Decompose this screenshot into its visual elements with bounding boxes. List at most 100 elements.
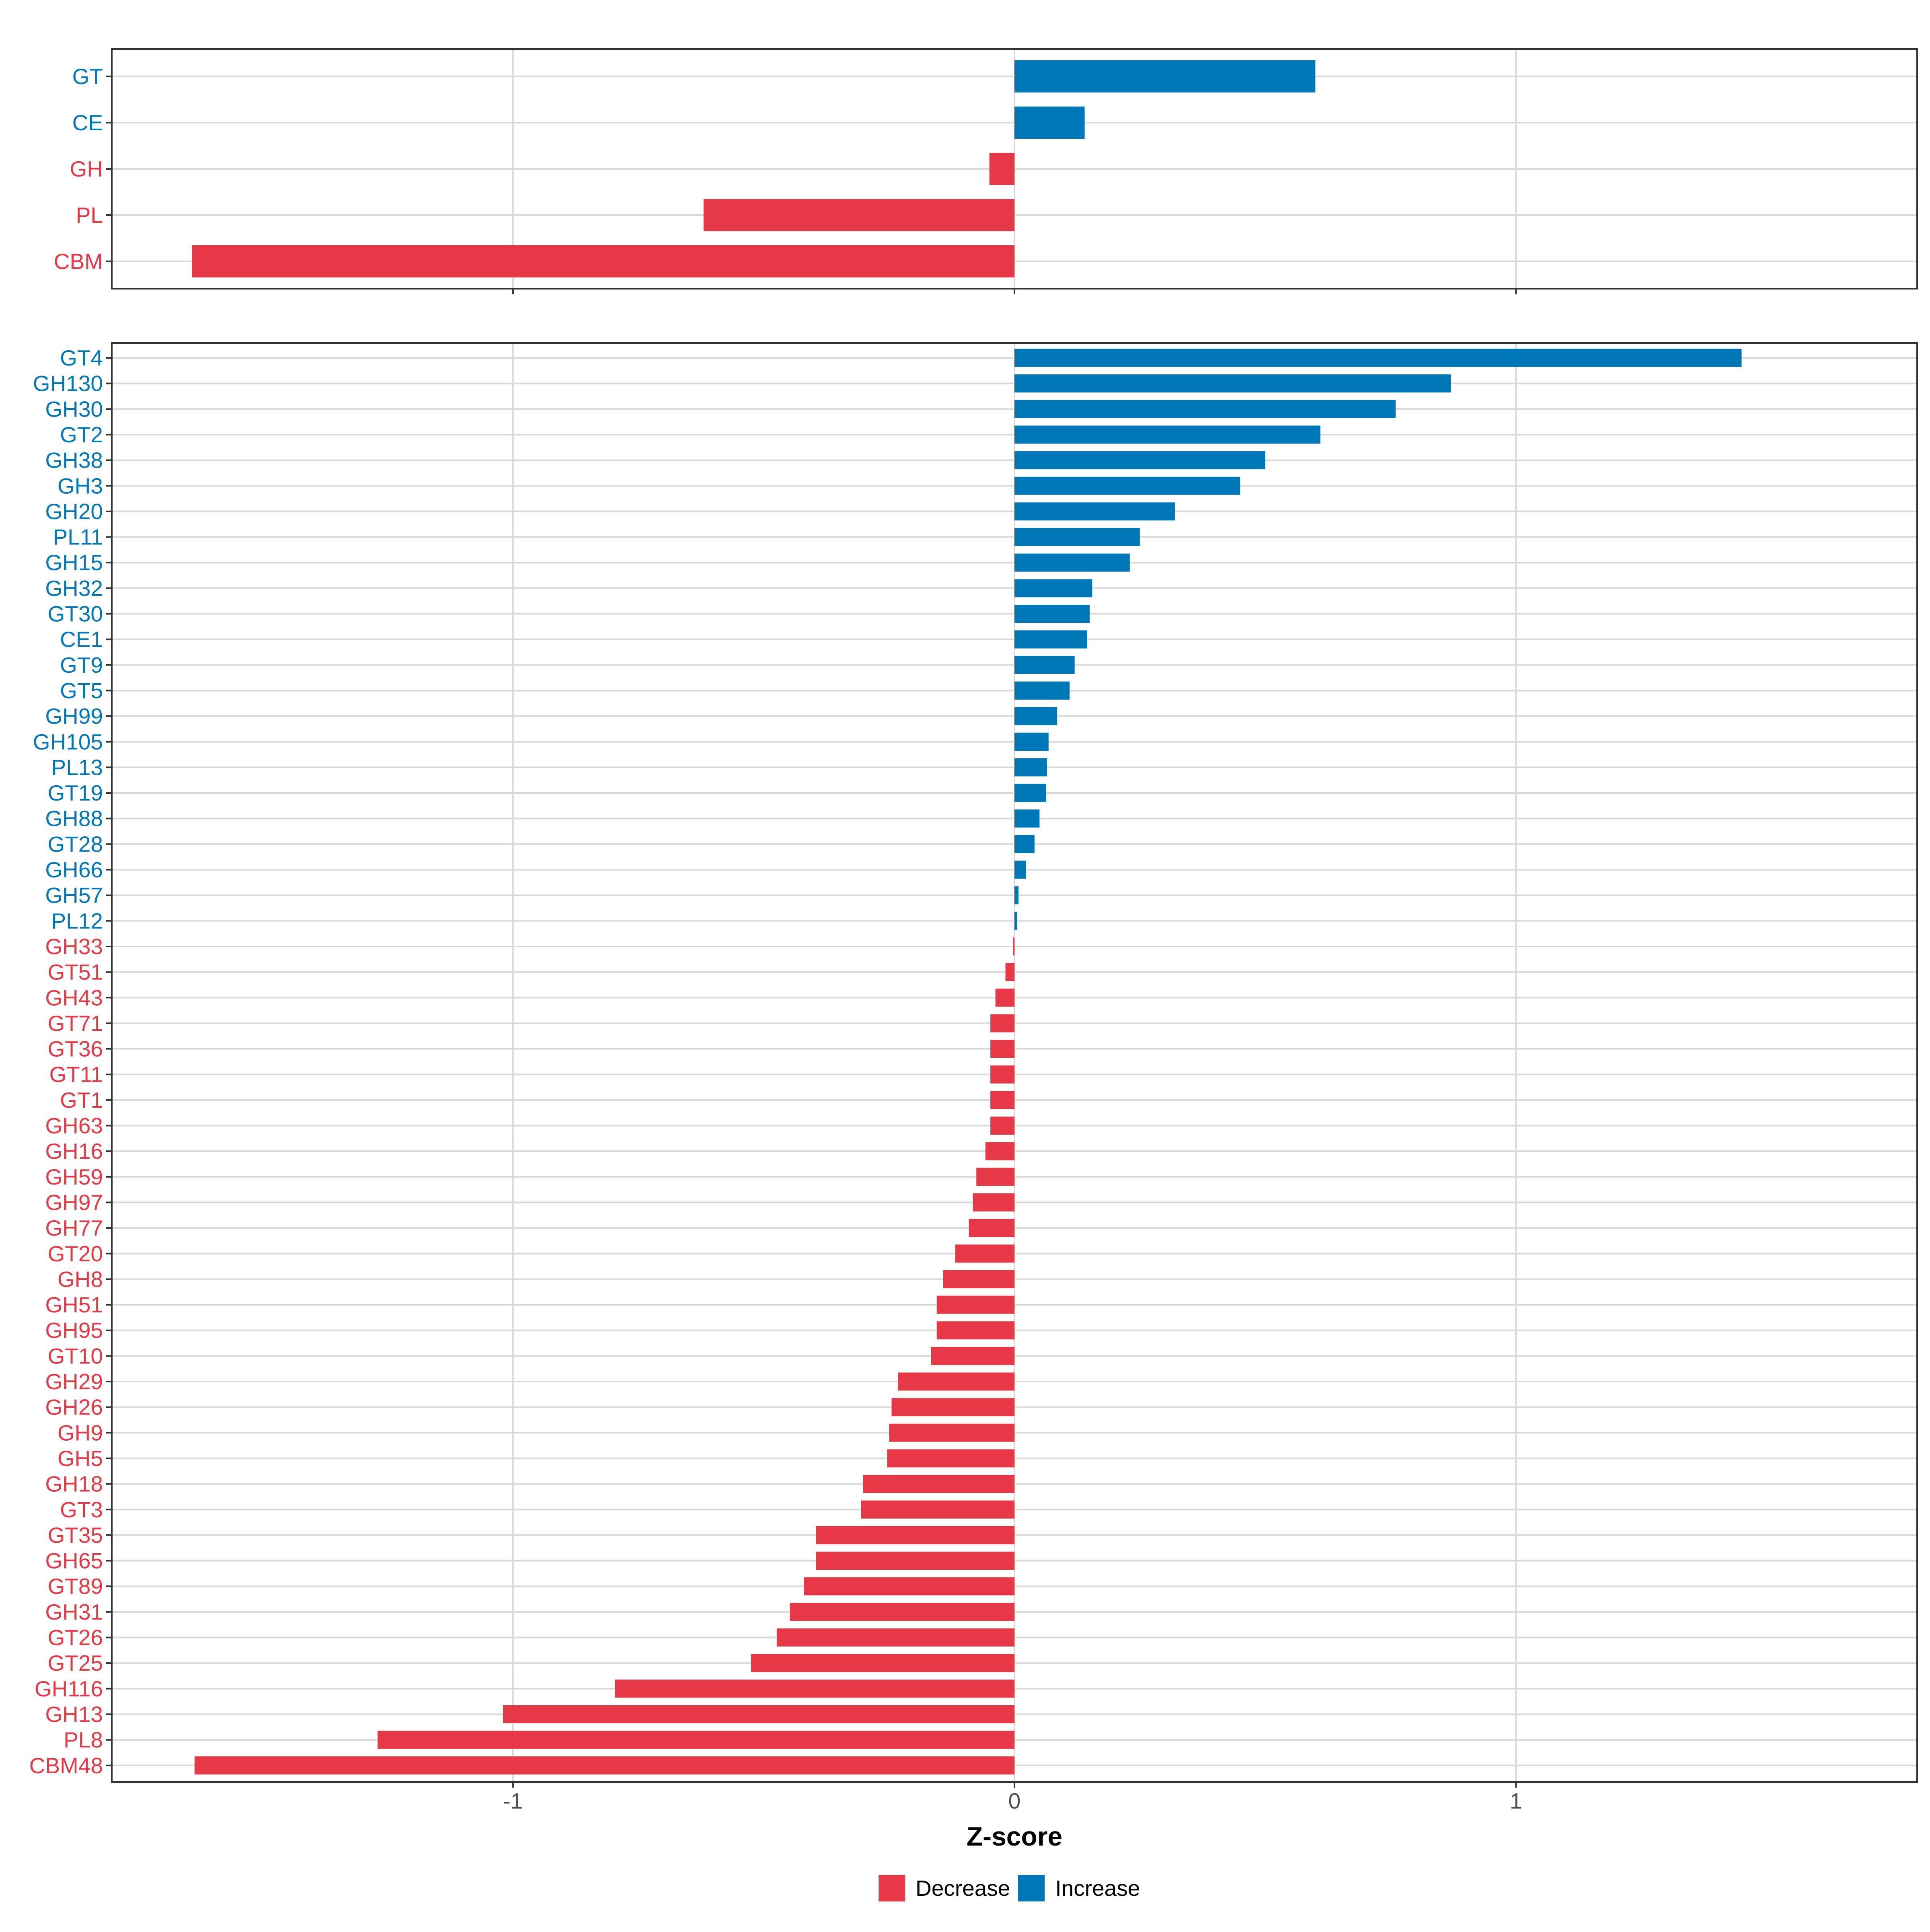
bar-gt35 <box>816 1526 1014 1544</box>
bar-pl11 <box>1014 528 1140 546</box>
bar-gh <box>989 153 1014 185</box>
bar-gt30 <box>1014 605 1090 623</box>
y-label-cbm48: CBM48 <box>29 1753 103 1778</box>
legend-label-decrease: Decrease <box>916 1876 1010 1901</box>
y-label-pl13: PL13 <box>51 755 103 780</box>
bar-gt89 <box>804 1577 1014 1595</box>
bar-pl12 <box>1014 912 1017 930</box>
bar-gt2 <box>1014 425 1320 444</box>
y-label-gh116: GH116 <box>35 1676 103 1701</box>
bar-gh32 <box>1014 579 1092 597</box>
bar-gt26 <box>776 1628 1014 1647</box>
y-label-gh: GH <box>70 156 103 181</box>
y-label-gh30: GH30 <box>45 396 103 421</box>
y-label-pl8: PL8 <box>64 1727 103 1752</box>
bar-gh97 <box>973 1193 1014 1211</box>
bar-gh88 <box>1014 809 1040 828</box>
bar-pl8 <box>378 1731 1014 1749</box>
bar-gh116 <box>614 1679 1014 1698</box>
y-label-gh63: GH63 <box>45 1113 103 1138</box>
bar-gt20 <box>955 1244 1014 1263</box>
y-label-gt3: GT3 <box>60 1497 103 1522</box>
y-label-pl12: PL12 <box>51 908 103 933</box>
x-tick-label: -1 <box>503 1788 523 1813</box>
y-label-gh97: GH97 <box>45 1190 103 1215</box>
y-label-gt71: GT71 <box>47 1011 103 1036</box>
y-label-gh16: GH16 <box>45 1139 103 1164</box>
bar-pl <box>703 199 1014 231</box>
y-label-gh5: GH5 <box>57 1446 103 1471</box>
y-label-gh20: GH20 <box>45 499 103 524</box>
y-label-gh29: GH29 <box>45 1369 103 1394</box>
y-label-gt28: GT28 <box>47 832 103 856</box>
y-label-ce1: CE1 <box>60 627 103 652</box>
y-label-gt11: GT11 <box>49 1062 103 1087</box>
legend-item-increase: Increase <box>1018 1875 1140 1901</box>
legend-label-increase: Increase <box>1055 1876 1140 1901</box>
y-label-gt20: GT20 <box>47 1241 103 1266</box>
legend-swatch-increase <box>1018 1875 1045 1901</box>
bar-gh77 <box>969 1219 1014 1237</box>
bar-gh95 <box>936 1321 1014 1340</box>
y-label-gh3: GH3 <box>57 473 103 498</box>
bar-gh130 <box>1014 374 1451 393</box>
y-label-gh8: GH8 <box>57 1267 103 1291</box>
bar-gh59 <box>976 1168 1014 1186</box>
bar-gh29 <box>898 1372 1014 1391</box>
bottom-panel: GT4GH130GH30GT2GH38GH3GH20PL11GH15GH32GT… <box>29 342 1918 1813</box>
legend: Decrease Increase <box>879 1874 1148 1903</box>
legend-item-decrease: Decrease <box>879 1875 1010 1901</box>
bar-gt25 <box>750 1654 1014 1672</box>
bar-cbm48 <box>194 1756 1015 1775</box>
y-label-gt35: GT35 <box>47 1523 103 1548</box>
y-label-gt25: GT25 <box>47 1651 103 1675</box>
bar-gh43 <box>995 988 1014 1007</box>
bar-gt3 <box>861 1500 1014 1519</box>
bar-gh5 <box>887 1449 1014 1468</box>
bar-gh18 <box>863 1475 1014 1493</box>
bar-gh33 <box>1013 937 1014 956</box>
bar-gt <box>1014 60 1316 92</box>
y-label-gh13: GH13 <box>45 1702 103 1727</box>
y-label-gt5: GT5 <box>60 678 103 703</box>
bar-gt9 <box>1014 656 1075 674</box>
bar-gt1 <box>990 1091 1014 1109</box>
y-label-gt30: GT30 <box>47 602 103 626</box>
y-label-gh59: GH59 <box>45 1164 103 1189</box>
bar-cbm <box>192 245 1014 277</box>
y-label-pl: PL <box>76 203 103 228</box>
y-label-gh95: GH95 <box>45 1318 103 1343</box>
y-label-gt89: GT89 <box>47 1574 103 1599</box>
y-label-gt26: GT26 <box>47 1625 103 1650</box>
bar-gh31 <box>790 1603 1014 1621</box>
bar-gh105 <box>1014 733 1049 751</box>
x-tick-label: 0 <box>1008 1788 1021 1813</box>
bar-gt11 <box>990 1065 1014 1084</box>
y-label-cbm: CBM <box>54 249 103 274</box>
y-label-gh105: GH105 <box>33 729 103 754</box>
bar-gt71 <box>990 1014 1014 1033</box>
bar-gt10 <box>931 1347 1014 1365</box>
bar-gh16 <box>985 1142 1014 1160</box>
bar-gh51 <box>936 1296 1014 1314</box>
y-label-gh26: GH26 <box>45 1395 103 1420</box>
bar-gh9 <box>889 1423 1014 1442</box>
y-label-pl11: PL11 <box>53 525 103 550</box>
y-label-gh57: GH57 <box>45 883 103 908</box>
y-label-gh33: GH33 <box>45 934 103 959</box>
bar-gh99 <box>1014 707 1057 725</box>
y-label-gh18: GH18 <box>45 1472 103 1497</box>
y-label-gt4: GT4 <box>60 345 103 370</box>
x-axis-title: Z-score <box>967 1821 1062 1851</box>
bar-gh8 <box>943 1270 1014 1288</box>
y-label-gh66: GH66 <box>45 857 103 882</box>
bar-gh20 <box>1014 502 1175 521</box>
y-label-gt9: GT9 <box>60 653 103 678</box>
bar-gh13 <box>503 1705 1014 1723</box>
y-label-gh77: GH77 <box>45 1215 103 1240</box>
y-label-ce: CE <box>72 110 103 135</box>
y-label-gh88: GH88 <box>45 806 103 831</box>
y-label-gt2: GT2 <box>60 422 103 447</box>
y-label-gh65: GH65 <box>45 1548 103 1573</box>
bar-gh65 <box>816 1552 1014 1570</box>
